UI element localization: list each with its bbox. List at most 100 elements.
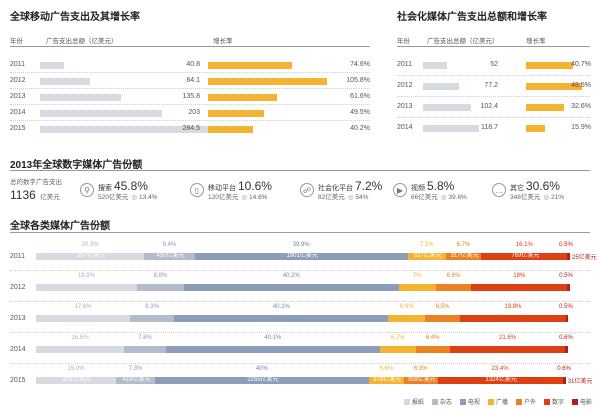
segment-广播 bbox=[398, 284, 436, 291]
share-item-head: 搜索 45.8% bbox=[98, 178, 157, 194]
legend-label: 电视 bbox=[467, 400, 480, 406]
segment-amount-label: 416亿美元 bbox=[122, 377, 151, 383]
segment-杂志 bbox=[116, 377, 156, 384]
segment-share-label: 9.4% bbox=[162, 242, 177, 248]
mobile-col-growth: 增长率 bbox=[213, 38, 233, 45]
social-growth-value: 40.7% bbox=[571, 61, 591, 68]
social-header-rule bbox=[397, 46, 590, 47]
share-item-detail: 520亿美元 ◎ 13.4% bbox=[98, 195, 157, 202]
share-item-pct: 7.2% bbox=[354, 179, 383, 194]
mobile-row-divider bbox=[10, 120, 370, 121]
social-icon: ☍ bbox=[300, 183, 314, 197]
mobile-growth-value: 61.6% bbox=[350, 93, 370, 100]
segment-电影 bbox=[567, 253, 570, 260]
share-total: 总的数字广告支出 1136 亿美元 bbox=[10, 176, 80, 204]
share-item-text: 搜索 45.8% 520亿美元 ◎ 13.4% bbox=[98, 178, 157, 202]
mobile-growth-bar bbox=[208, 126, 254, 133]
mobile-chart-title: 全球移动广告支出及其增长率 bbox=[10, 12, 140, 23]
mobile-year-label: 2014 bbox=[10, 109, 26, 116]
mobile-row-divider bbox=[10, 88, 370, 89]
legend-item-电视: 电视 bbox=[459, 397, 480, 406]
segment-amount-label: 337亿美元 bbox=[413, 253, 442, 259]
social-spend-bar bbox=[423, 125, 479, 132]
growth-icon: ◎ bbox=[440, 194, 447, 202]
segment-share-label: 0.6% bbox=[557, 366, 571, 372]
share-item-amount: 82亿美元 bbox=[318, 194, 345, 202]
segment-share-label: 7% bbox=[412, 273, 422, 279]
segment-广播 bbox=[388, 315, 426, 322]
share-item-name: 移动平台 bbox=[208, 185, 238, 193]
mobile-growth-bar bbox=[208, 78, 328, 85]
share-item-amount: 520亿美元 bbox=[98, 194, 129, 202]
mobile-growth-value: 49.5% bbox=[350, 109, 370, 116]
social-col-growth: 增长率 bbox=[526, 38, 546, 45]
segment-share-label: 6.6% bbox=[446, 273, 461, 279]
segment-share-label: 40.1% bbox=[264, 335, 282, 341]
segment-amount-label: 957亿美元 bbox=[77, 253, 106, 259]
segment-share-label: 16.1% bbox=[515, 242, 533, 248]
segment-share-label: 6.6% bbox=[379, 366, 394, 372]
segment-share-label: 6.7% bbox=[390, 335, 405, 341]
share-total-value: 1136 bbox=[10, 188, 36, 202]
social-year-label: 2014 bbox=[397, 124, 413, 131]
share-title: 2013年全球数字媒体广告份额 bbox=[10, 160, 143, 171]
share-item-name: 社会化平台 bbox=[318, 185, 355, 193]
mobile-col-year: 年份 bbox=[10, 38, 23, 45]
global-year-label: 2013 bbox=[10, 315, 26, 322]
share-item-growth: 13.4% bbox=[139, 194, 158, 202]
segment-share-label: 40% bbox=[255, 366, 268, 372]
segment-数字 bbox=[449, 346, 566, 353]
legend-item-杂志: 杂志 bbox=[431, 397, 452, 406]
global-row-divider bbox=[10, 332, 590, 333]
social-spend-bar bbox=[423, 62, 448, 69]
segment-amount-label: 25亿美元 bbox=[572, 255, 597, 261]
global-year-label: 2014 bbox=[10, 346, 26, 353]
social-row-divider bbox=[397, 95, 590, 97]
share-item-detail: 348亿美元 ◎ 21% bbox=[510, 195, 564, 202]
share-item: ☍ 社会化平台 7.2% 82亿美元 ◎ 54% bbox=[300, 176, 382, 204]
mobile-icon: ▯ bbox=[190, 183, 204, 197]
mobile-spend-value: 40.8 bbox=[186, 61, 200, 68]
segment-户外 bbox=[435, 284, 472, 291]
growth-icon: ◎ bbox=[131, 194, 138, 202]
mobile-spend-bar bbox=[40, 110, 162, 117]
segment-share-label: 21.6% bbox=[499, 335, 517, 341]
mobile-row-divider bbox=[10, 72, 370, 73]
global-rule bbox=[10, 232, 590, 233]
segment-amount-label: 769亿美元 bbox=[511, 253, 540, 259]
social-growth-bar bbox=[526, 62, 574, 69]
segment-电影 bbox=[562, 377, 566, 384]
share-item-detail: 120亿美元 ◎ 14.6% bbox=[208, 195, 272, 202]
social-spend-bar bbox=[423, 83, 460, 90]
segment-户外 bbox=[445, 253, 482, 260]
segment-amount-label: 317亿美元 bbox=[450, 253, 479, 259]
segment-share-label: 0.5% bbox=[559, 304, 573, 310]
segment-户外 bbox=[425, 315, 460, 322]
share-item-growth: 21% bbox=[551, 194, 565, 202]
share-item-head: 视频 5.8% bbox=[411, 178, 467, 194]
segment-数字 bbox=[481, 253, 568, 260]
segment-amount-label: 1324亿美元 bbox=[485, 377, 517, 383]
legend-item-广播: 广播 bbox=[487, 397, 508, 406]
legend-swatch bbox=[543, 398, 550, 405]
segment-share-label: 6.7% bbox=[456, 242, 471, 248]
segment-share-label: 19.8% bbox=[504, 304, 522, 310]
segment-share-label: 0.5% bbox=[559, 273, 573, 279]
share-item-text: 视频 5.8% 66亿美元 ◎ 39.6% bbox=[411, 178, 467, 202]
share-item-head: 其它 30.6% bbox=[510, 178, 564, 194]
share-item-pct: 30.6% bbox=[525, 179, 560, 194]
social-col-year: 年份 bbox=[397, 38, 410, 45]
mobile-spend-value: 84.1 bbox=[186, 77, 200, 84]
social-growth-bar bbox=[526, 125, 545, 132]
segment-share-label: 18.9% bbox=[77, 273, 95, 279]
growth-icon: ◎ bbox=[347, 194, 354, 202]
segment-杂志 bbox=[129, 315, 175, 322]
segment-电影 bbox=[565, 346, 569, 353]
segment-杂志 bbox=[136, 284, 184, 291]
social-growth-value: 32.6% bbox=[571, 103, 591, 110]
segment-数字 bbox=[471, 284, 568, 291]
mobile-growth-bar bbox=[208, 62, 293, 69]
social-chart-title: 社会化媒体广告支出总额和增长率 bbox=[397, 12, 547, 23]
segment-share-label: 17.6% bbox=[74, 304, 92, 310]
global-chart-title: 全球各类媒体广告份额 bbox=[10, 221, 110, 232]
